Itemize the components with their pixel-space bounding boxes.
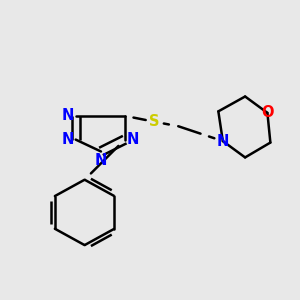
Text: N: N [217, 134, 229, 148]
Text: O: O [261, 105, 274, 120]
Text: N: N [95, 153, 107, 168]
Text: N: N [61, 108, 74, 123]
Text: N: N [61, 132, 74, 147]
Text: N: N [127, 132, 139, 147]
Text: S: S [149, 114, 160, 129]
